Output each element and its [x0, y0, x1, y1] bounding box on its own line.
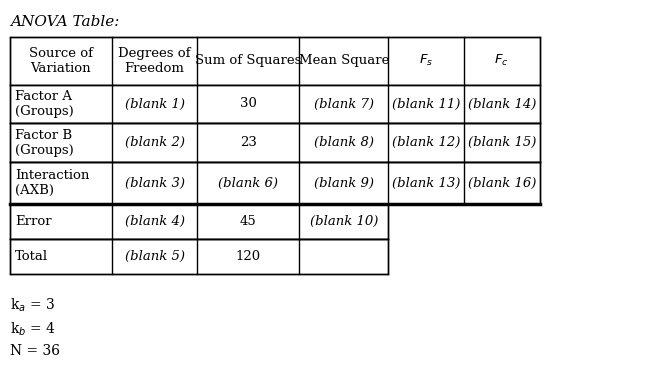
- Text: N = 36: N = 36: [10, 344, 60, 358]
- Text: (blank 3): (blank 3): [124, 177, 185, 190]
- Text: (blank 9): (blank 9): [314, 177, 374, 190]
- Text: (blank 10): (blank 10): [310, 215, 378, 228]
- Bar: [10, 239, 388, 274]
- Text: Interaction
(AXB): Interaction (AXB): [15, 169, 89, 197]
- Text: (blank 1): (blank 1): [124, 98, 185, 110]
- Text: (blank 5): (blank 5): [124, 250, 185, 263]
- Text: Degrees of
Freedom: Degrees of Freedom: [118, 47, 191, 75]
- Text: (blank 14): (blank 14): [468, 98, 536, 110]
- Text: 45: 45: [240, 215, 257, 228]
- Text: 30: 30: [240, 98, 257, 110]
- Text: (blank 13): (blank 13): [392, 177, 460, 190]
- Text: k$_b$ = 4: k$_b$ = 4: [10, 320, 56, 337]
- Text: Mean Square: Mean Square: [299, 54, 389, 67]
- Text: $F_c$: $F_c$: [494, 53, 509, 68]
- Bar: [10, 204, 388, 239]
- Text: k$_a$ = 3: k$_a$ = 3: [10, 296, 55, 314]
- Text: (blank 2): (blank 2): [124, 136, 185, 149]
- Bar: [10, 85, 540, 123]
- Text: (blank 16): (blank 16): [468, 177, 536, 190]
- Text: 23: 23: [240, 136, 257, 149]
- Text: Total: Total: [15, 250, 48, 263]
- Text: (blank 6): (blank 6): [218, 177, 278, 190]
- Text: (blank 11): (blank 11): [392, 98, 460, 110]
- Text: (blank 7): (blank 7): [314, 98, 374, 110]
- Text: Source of
Variation: Source of Variation: [29, 47, 93, 75]
- Text: Factor A
(Groups): Factor A (Groups): [15, 90, 74, 118]
- Bar: [10, 123, 540, 162]
- Text: Error: Error: [15, 215, 52, 228]
- Bar: [10, 162, 540, 204]
- Text: (blank 4): (blank 4): [124, 215, 185, 228]
- Text: ANOVA Table:: ANOVA Table:: [10, 15, 119, 29]
- Text: 120: 120: [236, 250, 261, 263]
- Text: $F_s$: $F_s$: [419, 53, 433, 68]
- Text: Sum of Squares: Sum of Squares: [195, 54, 301, 67]
- Text: Factor B
(Groups): Factor B (Groups): [15, 128, 74, 157]
- Bar: [10, 37, 540, 85]
- Text: (blank 12): (blank 12): [392, 136, 460, 149]
- Text: (blank 8): (blank 8): [314, 136, 374, 149]
- Text: (blank 15): (blank 15): [468, 136, 536, 149]
